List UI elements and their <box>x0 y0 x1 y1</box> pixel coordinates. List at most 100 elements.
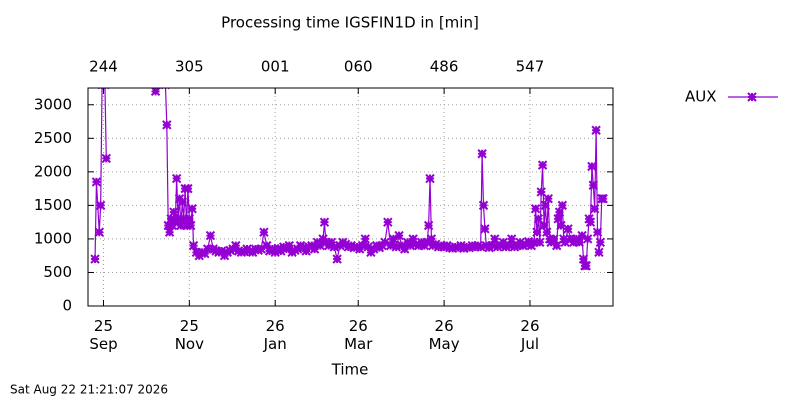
marker <box>217 246 227 256</box>
marker <box>363 242 373 252</box>
marker <box>459 243 469 254</box>
y-tick-label: 2000 <box>34 162 72 180</box>
marker <box>556 220 566 231</box>
marker <box>504 240 514 251</box>
marker <box>530 204 541 214</box>
x2-tick-label: 305 <box>175 58 204 76</box>
marker <box>563 224 573 234</box>
marker <box>171 173 182 184</box>
x-tick-label: 25 Sep <box>89 317 117 353</box>
marker <box>537 160 548 170</box>
marker <box>589 204 600 214</box>
marker <box>357 240 368 251</box>
marker <box>560 237 570 247</box>
marker <box>304 242 314 252</box>
y-tick-label: 0 <box>62 297 72 315</box>
marker <box>477 149 487 159</box>
marker <box>169 207 179 217</box>
marker <box>592 227 603 237</box>
marker <box>309 244 320 254</box>
marker <box>332 254 342 264</box>
marker <box>595 237 606 247</box>
marker <box>163 220 173 231</box>
marker <box>200 248 210 259</box>
marker <box>436 240 446 251</box>
marker <box>584 214 594 224</box>
plot-area <box>90 88 608 271</box>
marker <box>540 200 551 211</box>
marker <box>173 214 183 224</box>
marker <box>188 240 199 251</box>
marker <box>428 240 438 251</box>
grid <box>88 88 613 307</box>
marker <box>533 214 544 224</box>
marker <box>181 220 192 231</box>
marker <box>542 227 552 237</box>
plot-border <box>87 87 614 307</box>
marker <box>518 240 528 251</box>
legend-marker <box>747 92 757 102</box>
marker <box>394 230 404 241</box>
marker <box>559 234 569 244</box>
marker <box>490 234 500 244</box>
marker <box>411 239 421 249</box>
y-tick-label: 1000 <box>34 229 72 247</box>
marker <box>391 242 401 252</box>
x-tick-label: 26 Jan <box>263 317 287 353</box>
marker <box>383 217 393 227</box>
marker <box>179 214 189 224</box>
marker <box>598 193 608 204</box>
marker <box>492 242 503 252</box>
marker <box>231 240 241 251</box>
marker <box>91 177 102 187</box>
marker <box>509 242 520 252</box>
marker <box>506 234 517 244</box>
marker <box>536 187 546 197</box>
marker <box>95 200 106 211</box>
marker <box>385 240 396 251</box>
marker <box>480 224 490 234</box>
marker <box>439 242 449 252</box>
marker <box>319 217 330 227</box>
marker <box>543 193 553 204</box>
marker <box>554 207 565 217</box>
marker <box>150 88 161 97</box>
marker <box>256 244 266 254</box>
marker <box>315 240 325 251</box>
marker <box>467 240 477 251</box>
marker <box>529 237 539 247</box>
marker <box>184 214 195 224</box>
marker <box>205 230 216 241</box>
marker <box>187 204 197 214</box>
marker <box>473 240 483 251</box>
marker <box>591 125 601 135</box>
marker <box>183 183 193 194</box>
marker <box>233 246 244 256</box>
marker <box>177 197 188 207</box>
marker <box>549 234 559 244</box>
timestamp: Sat Aug 22 21:21:07 2026 <box>10 383 168 397</box>
marker <box>425 173 435 184</box>
x-tick-label: 26 Jul <box>520 317 540 353</box>
marker <box>501 242 511 252</box>
marker <box>262 240 272 251</box>
marker <box>577 230 587 241</box>
marker <box>211 246 221 256</box>
marker <box>553 214 563 224</box>
x2-tick-label: 547 <box>516 58 545 76</box>
marker <box>433 242 444 252</box>
x-tick-label: 26 May <box>429 317 460 353</box>
marker <box>399 244 410 254</box>
marker <box>162 120 172 130</box>
marker <box>487 240 497 251</box>
x-axis-label: Time <box>331 361 369 379</box>
marker <box>245 246 255 256</box>
marker <box>498 237 508 247</box>
marker <box>532 227 542 237</box>
x-tick-label: 26 Mar <box>344 317 373 353</box>
marker <box>557 200 568 211</box>
marker <box>360 234 370 244</box>
marker <box>426 234 437 244</box>
marker <box>176 220 186 231</box>
